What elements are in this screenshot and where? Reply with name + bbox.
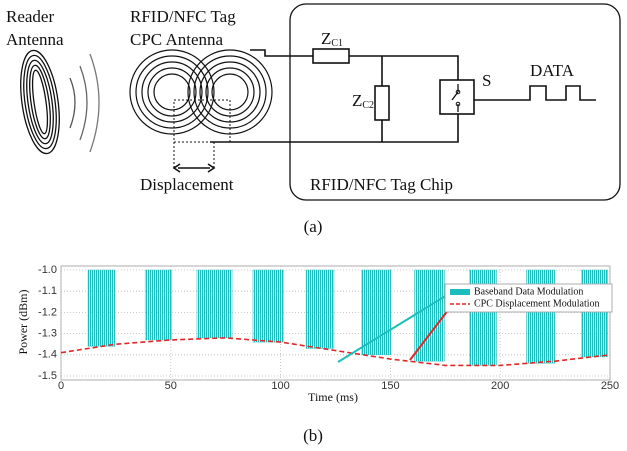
- z: Z: [321, 29, 331, 48]
- legend-swatch: [450, 289, 470, 295]
- burst: [145, 270, 171, 340]
- x-axis-label: Time (ms): [308, 390, 358, 404]
- burst: [306, 270, 334, 348]
- burst: [197, 270, 232, 338]
- caption: (b): [303, 426, 323, 445]
- burst: [88, 270, 115, 346]
- legend-label: Baseband Data Modulation: [474, 286, 583, 297]
- y-axis-label: Power (dBm): [16, 290, 30, 355]
- plot: -1.0 -1.1 -1.2 -1.3 -1.4 -1.50 50 100 150 200 250 B…: [38, 264, 619, 392]
- sub: C2: [362, 100, 374, 111]
- burst: [581, 270, 607, 357]
- reader-antenna: [15, 48, 99, 156]
- x-tick-label: 100: [271, 380, 289, 392]
- x-tick-label: 250: [601, 380, 619, 392]
- y-tick-label: -1.4: [38, 349, 57, 361]
- zc2-label: ZC2: [352, 91, 374, 111]
- cpc-antenna: [130, 50, 272, 172]
- burst: [253, 270, 283, 342]
- y-tick-label: -1.1: [38, 285, 57, 297]
- caption: (a): [304, 217, 323, 236]
- reader-label: Reader: [6, 7, 54, 26]
- switch-label: S: [482, 71, 491, 90]
- x-tick-label: 200: [491, 380, 509, 392]
- x-tick-label: 150: [381, 380, 399, 392]
- y-tick-label: -1.0: [38, 264, 57, 276]
- displacement-label: Displacement: [140, 175, 234, 194]
- x-tick-label: 50: [165, 380, 177, 392]
- y-tick-label: -1.3: [38, 328, 57, 340]
- sub: C1: [331, 38, 343, 49]
- chip-label: RFID/NFC Tag Chip: [310, 175, 453, 194]
- page: {"diagram": { "reader_antenna": ["Reader…: [0, 0, 627, 451]
- y-tick-label: -1.2: [38, 306, 57, 318]
- z: Z: [352, 91, 362, 110]
- zc1-label: ZC1: [321, 29, 343, 49]
- x-tick-label: 0: [58, 380, 64, 392]
- tag-label: CPC Antenna: [130, 30, 223, 49]
- reader-label: Antenna: [6, 30, 64, 49]
- figure: Reader Antenna RFID/NFC Tag CPC Antenna …: [0, 0, 627, 451]
- burst: [362, 270, 391, 355]
- tag-label: RFID/NFC Tag: [130, 7, 236, 26]
- legend-label: CPC Displacement Modulation: [474, 298, 600, 309]
- y-tick-label: -1.5: [38, 370, 57, 382]
- data-label: DATA: [530, 61, 575, 80]
